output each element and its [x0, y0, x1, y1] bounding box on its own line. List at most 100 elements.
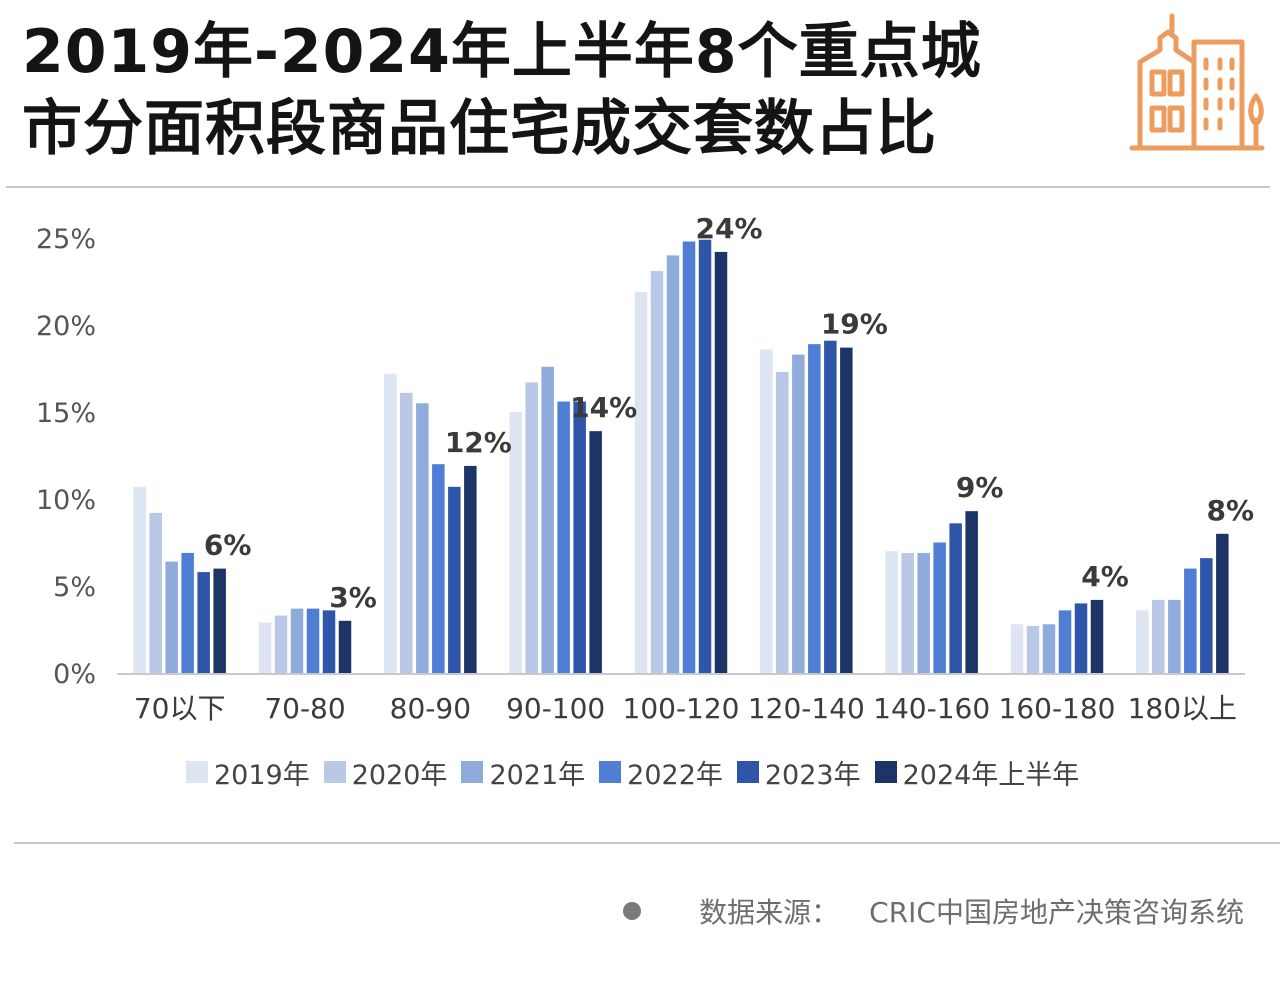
bar: [885, 551, 898, 673]
bar: [650, 271, 664, 673]
bar: [322, 610, 336, 673]
bar: [933, 542, 946, 673]
chart-title-line-1: 2019年-2024年上半年8个重点城: [22, 17, 982, 87]
bar: [165, 561, 178, 673]
data-label: 14%: [570, 391, 637, 424]
bar: [557, 401, 570, 673]
bar: [416, 403, 429, 673]
data-label: 12%: [445, 426, 512, 459]
bar: [917, 552, 930, 673]
legend-label: 2021年: [489, 759, 586, 791]
bar: [432, 464, 445, 673]
data-label: 6%: [204, 529, 252, 562]
bar: [714, 251, 728, 674]
bar: [306, 608, 320, 673]
bar: [1168, 599, 1181, 673]
y-tick-label: 5%: [53, 572, 96, 603]
bar: [338, 620, 352, 673]
legend-swatch: [323, 761, 346, 783]
bar: [776, 371, 789, 673]
x-tick-label: 90-100: [506, 692, 605, 725]
x-tick-label: 100-120: [623, 692, 740, 725]
bar: [1152, 599, 1165, 673]
x-tick-label: 80-90: [390, 692, 471, 725]
y-axis: 0% 5% 10% 15% 20% 25%: [36, 224, 96, 690]
legend: 2019年 2020年 2021年 2022年 2023年 2024年上半年: [186, 752, 1093, 792]
bar: [949, 523, 962, 673]
legend-item: 2021年: [461, 753, 585, 792]
x-tick-label: 70以下: [134, 692, 226, 725]
legend-item: 2024年上半年: [874, 753, 1080, 792]
bar: [634, 291, 648, 673]
source-text: CRIC中国房地产决策咨询系统: [869, 896, 1244, 929]
top-divider: [6, 186, 1270, 188]
x-tick-label: 120-140: [748, 692, 865, 725]
legend-item: 2022年: [599, 753, 723, 792]
data-label: 3%: [329, 581, 377, 614]
data-label: 19%: [821, 308, 888, 341]
legend-label: 2020年: [351, 759, 448, 791]
bar-chart: 0%5%10%15%20%25% 6%3%12%14%24%19%9%4%8% …: [36, 212, 1254, 725]
legend-swatch: [736, 761, 759, 783]
y-tick-label: 20%: [36, 311, 96, 342]
data-label: 8%: [1207, 494, 1255, 527]
chart-title: 2019年-2024年上半年8个重点城 市分面积段商品住宅成交套数占比: [22, 14, 1112, 168]
data-labels: 6% 3% 12% 14% 24% 19% 9% 4% 8%: [204, 212, 1254, 614]
x-tick-label: 70-80: [264, 692, 345, 725]
bar: [274, 615, 288, 673]
bar: [1042, 624, 1056, 673]
bar: [1026, 626, 1040, 673]
bar: [509, 412, 522, 673]
bottom-divider: [14, 842, 1280, 844]
legend-label: 2024年上半年: [902, 759, 1080, 791]
bar: [808, 344, 821, 673]
bar: [384, 373, 397, 673]
bar: [400, 392, 413, 673]
bar: [290, 608, 304, 673]
y-tick-label: 10%: [36, 485, 96, 516]
legend-swatch: [461, 761, 484, 783]
y-tick-label: 15%: [36, 398, 96, 429]
x-tick-label: 180以上: [1128, 692, 1237, 725]
bar: [901, 552, 914, 673]
legend-item: 2020年: [323, 753, 448, 792]
data-label: 4%: [1081, 560, 1129, 593]
bar: [149, 512, 162, 673]
bar: [666, 255, 680, 673]
bar: [589, 431, 602, 673]
bar: [133, 486, 146, 673]
legend-swatch: [186, 761, 208, 783]
data-label: 24%: [695, 212, 762, 245]
bar: [792, 354, 805, 673]
x-axis: 70以下 70-80 80-90 90-100 100-120 120-140 140-16…: [134, 692, 1237, 725]
legend-label: 2019年: [214, 759, 310, 791]
bar: [525, 382, 538, 673]
legend-label: 2023年: [764, 759, 861, 791]
y-tick-label: 0%: [53, 659, 96, 690]
bar: [1216, 533, 1229, 673]
bar: [573, 401, 586, 673]
bar: [181, 552, 194, 673]
bar: [1200, 558, 1213, 673]
legend-label: 2022年: [627, 759, 723, 791]
bar: [682, 241, 696, 674]
bar: [448, 486, 461, 673]
source-label: 数据来源：: [699, 896, 840, 929]
bar: [464, 465, 477, 673]
bar: [541, 366, 554, 673]
building-icon: [1129, 13, 1265, 151]
legend-swatch: [874, 761, 897, 783]
bar: [258, 622, 272, 673]
bar: [760, 349, 773, 673]
bar: [1010, 624, 1024, 673]
bars: [133, 239, 1229, 674]
bar: [1136, 610, 1149, 673]
bar: [965, 511, 978, 673]
bar: [1184, 568, 1197, 673]
bar: [1090, 599, 1104, 673]
legend-swatch: [599, 761, 622, 783]
data-label: 9%: [956, 471, 1004, 504]
bar: [698, 239, 712, 674]
x-tick-label: 140-160: [873, 692, 990, 725]
legend-item: 2019年: [186, 753, 310, 792]
